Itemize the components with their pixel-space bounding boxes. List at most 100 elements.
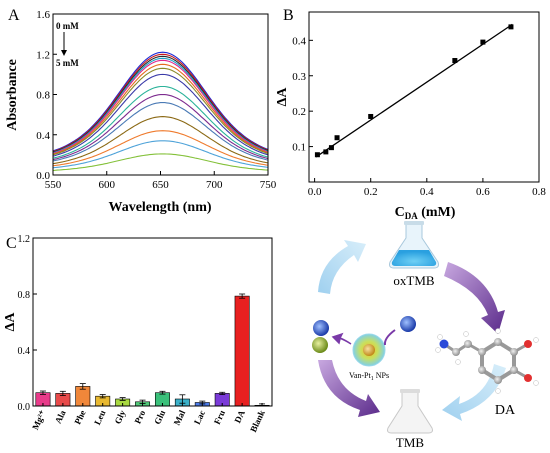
nanozyme-label-sub: 1 [371, 376, 374, 382]
panel-c-bars [35, 293, 270, 407]
data-point [480, 39, 486, 45]
panel-a-annotation-bottom: 5 mM [56, 58, 79, 68]
arrow-arc-blue-bottom-icon [442, 364, 506, 421]
x-tick-label: 750 [260, 179, 277, 191]
panel-a-x-label: Wavelength (nm) [108, 200, 211, 215]
spectrum-curve-13 [52, 140, 269, 169]
reactant-blue-dot-icon [313, 320, 329, 336]
category-label: Mal [172, 408, 188, 427]
arrow-arc-purple-right-icon [444, 262, 505, 334]
y-tick-label: 1.2 [18, 234, 31, 245]
y-tick-label: 1.6 [36, 9, 50, 21]
panel-c-y-label: ΔA [3, 312, 18, 332]
x-tick-label: 0.6 [476, 186, 490, 198]
panel-b-letter: B [283, 7, 294, 24]
panel-a-annotation-top: 0 mM [56, 21, 79, 31]
panel-b-x-label-sub: DA [405, 211, 418, 221]
nanozyme-label-main: Van-Pt [349, 371, 372, 380]
category-label: Blank [248, 409, 267, 434]
nanozyme-arrow-in-icon [383, 329, 396, 346]
panel-a-arrow-head-icon [61, 50, 67, 56]
panel-b: B 0.0 0.2 0.4 0.6 0.8 0.10.20.30.4 CDA (mM) … [275, 7, 546, 221]
panel-a-curves [52, 51, 269, 171]
panel-b-fit-line [315, 23, 513, 158]
category-label: Ala [53, 408, 68, 425]
panel-b-x-ticks: 0.0 0.2 0.4 0.6 0.8 [308, 178, 546, 198]
panel-a-x-ticks: 550 600 650 700 750 [45, 171, 277, 191]
spectrum-curve-14 [52, 153, 269, 171]
fit-line [315, 23, 513, 158]
spectrum-curve-1 [52, 53, 269, 153]
panel-b-x-label-main: C [395, 205, 405, 220]
y-tick-label: 0.1 [292, 142, 306, 154]
spectrum-curve-0 [52, 51, 269, 152]
oxtmb-flask-icon [389, 221, 439, 269]
y-tick-label: 0.0 [36, 170, 50, 182]
spectrum-curve-6 [52, 67, 269, 156]
y-tick-label: 0.4 [36, 130, 50, 142]
panel-c-letter: C [6, 235, 17, 252]
category-label: Leu [92, 409, 107, 427]
oxygen-dot-icon [400, 316, 416, 332]
nanozyme-label-tail: NPs [374, 371, 389, 380]
y-tick-label: 1.2 [36, 49, 50, 61]
da-label: DA [495, 403, 516, 418]
panel-c-x-ticks: Mg²⁺ Ala Phe Leu Gly Pro Glu Mal Lac Fru DA Blank [30, 403, 267, 434]
x-tick-label: 650 [152, 179, 169, 191]
panel-b-x-label: CDA (mM) [395, 205, 456, 221]
spectrum-curve-8 [52, 85, 269, 159]
x-tick-label: 550 [45, 179, 62, 191]
y-tick-label: 0.3 [292, 71, 306, 83]
spectrum-curve-9 [52, 93, 269, 161]
y-tick-label: 0.4 [292, 35, 306, 47]
panel-b-frame [308, 11, 540, 183]
category-label: Glu [152, 409, 167, 426]
y-tick-label: 0.8 [36, 90, 50, 102]
reactant-green-dot-icon [312, 337, 328, 353]
panel-a: A 550 600 650 700 750 0.0 0.4 0.8 1.2 1.6 Wavele… [5, 7, 277, 215]
category-label: Pro [132, 408, 147, 425]
spectrum-curve-2 [52, 55, 269, 153]
spectrum-curve-3 [52, 57, 269, 154]
spectrum-curve-12 [52, 130, 269, 167]
spectrum-curve-7 [52, 73, 269, 157]
panel-b-y-ticks: 0.1 0.2 0.3 0.4 [292, 35, 313, 154]
dopamine-molecule-icon [435, 328, 539, 394]
data-point [334, 135, 340, 141]
spectrum-curve-5 [52, 63, 269, 155]
category-label: Fru [212, 409, 227, 426]
oxtmb-label: oxTMB [393, 273, 435, 288]
spectrum-curve-4 [52, 59, 269, 155]
x-tick-label: 700 [206, 179, 223, 191]
panel-a-y-ticks: 0.0 0.4 0.8 1.2 1.6 [36, 9, 57, 182]
nanozyme-arrow-out-icon [331, 332, 352, 345]
panel-d-schematic: oxTMB TMB [312, 221, 539, 450]
data-point [314, 152, 320, 158]
bar [234, 295, 250, 407]
y-tick-label: 0.0 [18, 402, 31, 413]
data-point [508, 24, 514, 30]
category-label: DA [232, 408, 247, 424]
panel-a-letter: A [8, 7, 20, 24]
tmb-flask-icon [387, 389, 433, 434]
x-tick-label: 0.4 [420, 186, 434, 198]
panel-c-y-ticks: 0.0 0.4 0.8 1.2 [18, 234, 37, 413]
x-tick-label: 600 [99, 179, 116, 191]
x-tick-label: 0.8 [532, 186, 546, 198]
panel-a-y-label: Absorbance [5, 59, 20, 131]
nanozyme-label: Van-Pt1 NPs [349, 371, 389, 382]
panel-b-x-label-unit: (mM) [418, 205, 456, 220]
category-label: Mg²⁺ [30, 408, 48, 431]
y-tick-label: 0.8 [18, 290, 31, 301]
panel-b-points [314, 24, 514, 158]
data-point [323, 149, 329, 155]
x-tick-label: 0.0 [308, 186, 322, 198]
panel-c: C 0.0 0.4 0.8 1.2 Mg²⁺ Ala Phe Leu Gly Pro Glu Mal… [3, 234, 273, 434]
arrow-arc-blue-top-icon [318, 240, 366, 294]
panel-b-y-label: ΔA [275, 87, 290, 107]
y-tick-label: 0.4 [18, 346, 31, 357]
x-tick-label: 0.2 [364, 186, 378, 198]
data-point [452, 58, 458, 64]
data-point [328, 145, 334, 151]
